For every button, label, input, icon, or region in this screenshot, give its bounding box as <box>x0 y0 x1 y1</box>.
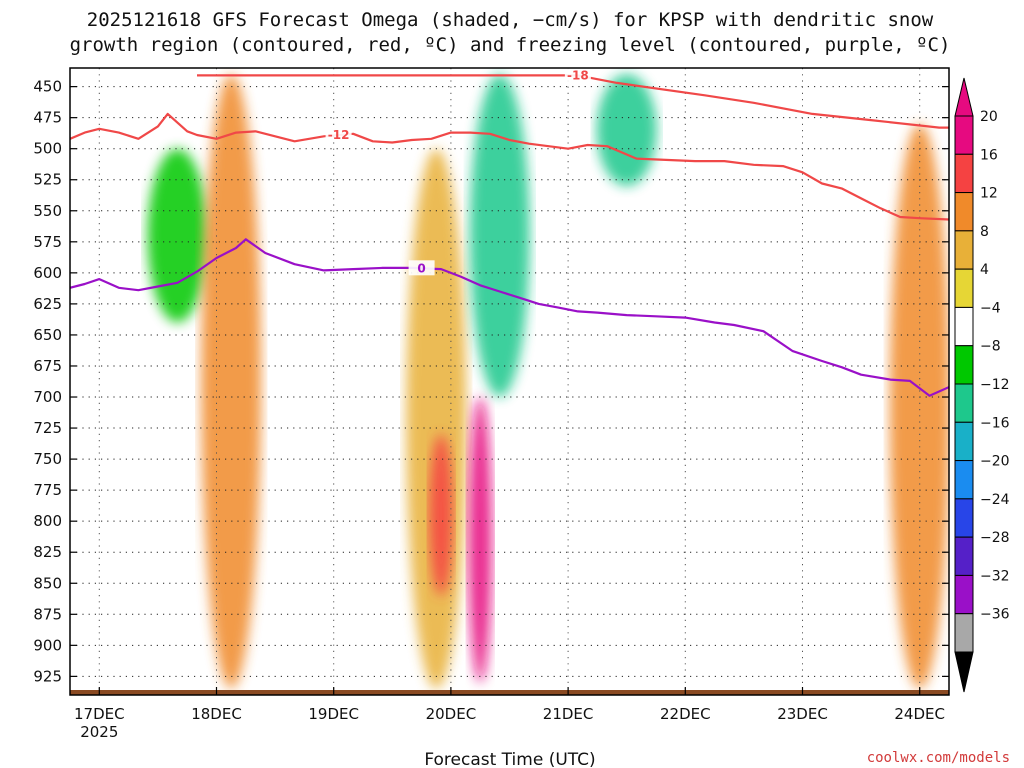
plot-frame <box>69 67 950 696</box>
y-tick-label: 900 <box>33 636 62 654</box>
y-axis: 450 475 500 525 550 575 600 625 650 675 700 725 750 7… <box>33 78 949 685</box>
y-tick-label: 600 <box>33 264 62 282</box>
chart-title-line-1: 2025121618 GFS Forecast Omega (shaded, −… <box>87 9 934 31</box>
colorbar-bottom-arrow <box>954 651 974 693</box>
y-tick-label: 925 <box>33 667 62 685</box>
colorbar-label: 12 <box>980 186 998 202</box>
colorbar-label: −20 <box>980 454 1010 470</box>
y-tick-label: 775 <box>33 481 62 499</box>
colorbar-label: −16 <box>980 415 1010 431</box>
y-tick-label: 500 <box>33 140 62 158</box>
y-tick-label: 825 <box>33 543 62 561</box>
ground-strip <box>70 690 949 695</box>
y-tick-label: 850 <box>33 574 62 592</box>
colorbar-swatch <box>954 268 974 308</box>
colorbar-label: −4 <box>980 300 1001 316</box>
y-tick-label: 875 <box>33 605 62 623</box>
colorbar-swatch <box>954 153 974 194</box>
omega-feature-7 <box>468 397 493 683</box>
colorbar-swatch <box>954 345 974 385</box>
omega-feature-2 <box>201 74 262 689</box>
colorbar: 20 16 12 8 4 −4 −8 −12 −16 −20 −24 −28 −32 −36 <box>954 77 1010 693</box>
colorbar-swatch <box>954 498 974 538</box>
omega-feature-6 <box>429 434 454 596</box>
colorbar-swatch <box>954 613 974 653</box>
colorbar-swatch <box>954 421 974 462</box>
y-tick-label: 450 <box>33 78 62 96</box>
y-tick-label: 700 <box>33 388 62 406</box>
colorbar-label: 20 <box>980 109 998 125</box>
y-tick-label: 800 <box>33 512 62 530</box>
colorbar-swatch <box>954 306 974 347</box>
colorbar-label: −8 <box>980 339 1001 355</box>
grid-lines <box>70 68 949 695</box>
colorbar-label: −36 <box>980 607 1010 623</box>
colorbar-swatch <box>954 536 974 576</box>
colorbar-top-arrow <box>954 77 974 117</box>
contour-label--18: -18 <box>567 68 589 82</box>
x-tick-year-label: 2025 <box>80 723 118 741</box>
y-tick-label: 625 <box>33 295 62 313</box>
contour-line--18 <box>197 74 949 129</box>
contour-label--12: -12 <box>328 128 350 142</box>
colorbar-swatch <box>954 230 974 270</box>
x-tick-label: 23DEC <box>777 705 828 723</box>
omega-feature-5 <box>596 74 657 186</box>
x-axis-label: Forecast Time (UTC) <box>424 750 595 768</box>
y-tick-label: 675 <box>33 357 62 375</box>
omega-feature-0 <box>406 148 467 689</box>
contour-line--12 <box>70 112 949 221</box>
y-tick-label: 750 <box>33 450 62 468</box>
colorbar-swatch <box>954 115 974 155</box>
contour-line-0 <box>70 238 949 397</box>
colorbar-label: 8 <box>980 224 989 240</box>
colorbar-label: 16 <box>980 147 998 163</box>
omega-feature-3 <box>889 123 949 689</box>
temperature-contours: -18 -12 0 <box>70 68 949 397</box>
chart-title-line-2: growth region (contoured, red, ºC) and f… <box>70 34 951 56</box>
colorbar-swatch <box>954 192 974 232</box>
colorbar-label: −24 <box>980 492 1010 508</box>
colorbar-swatch <box>954 460 974 500</box>
colorbar-label: −28 <box>980 530 1010 546</box>
x-tick-label: 19DEC <box>308 705 359 723</box>
omega-feature-4 <box>469 74 530 398</box>
x-tick-label: 21DEC <box>543 705 594 723</box>
omega-feature-1 <box>147 148 208 323</box>
contour-label-bg <box>564 68 591 83</box>
x-tick-label: 18DEC <box>191 705 242 723</box>
y-tick-label: 725 <box>33 419 62 437</box>
colorbar-swatch <box>954 574 974 615</box>
y-tick-label: 475 <box>33 109 62 127</box>
contour-label-bg <box>325 127 352 143</box>
contour-label-0: 0 <box>417 261 425 275</box>
x-tick-label: 17DEC <box>74 705 125 723</box>
x-tick-label: 24DEC <box>894 705 945 723</box>
credit-text: coolwx.com/models <box>867 750 1010 766</box>
contour-label-bg <box>408 260 435 276</box>
colorbar-label: −12 <box>980 377 1010 393</box>
colorbar-swatch <box>954 383 974 423</box>
colorbar-label: 4 <box>980 262 989 278</box>
x-tick-label: 20DEC <box>426 705 477 723</box>
y-tick-label: 575 <box>33 233 62 251</box>
x-tick-label: 22DEC <box>660 705 711 723</box>
omega-shading <box>147 74 949 689</box>
y-tick-label: 550 <box>33 202 62 220</box>
y-tick-label: 525 <box>33 171 62 189</box>
y-tick-label: 650 <box>33 326 62 344</box>
colorbar-label: −32 <box>980 568 1010 584</box>
